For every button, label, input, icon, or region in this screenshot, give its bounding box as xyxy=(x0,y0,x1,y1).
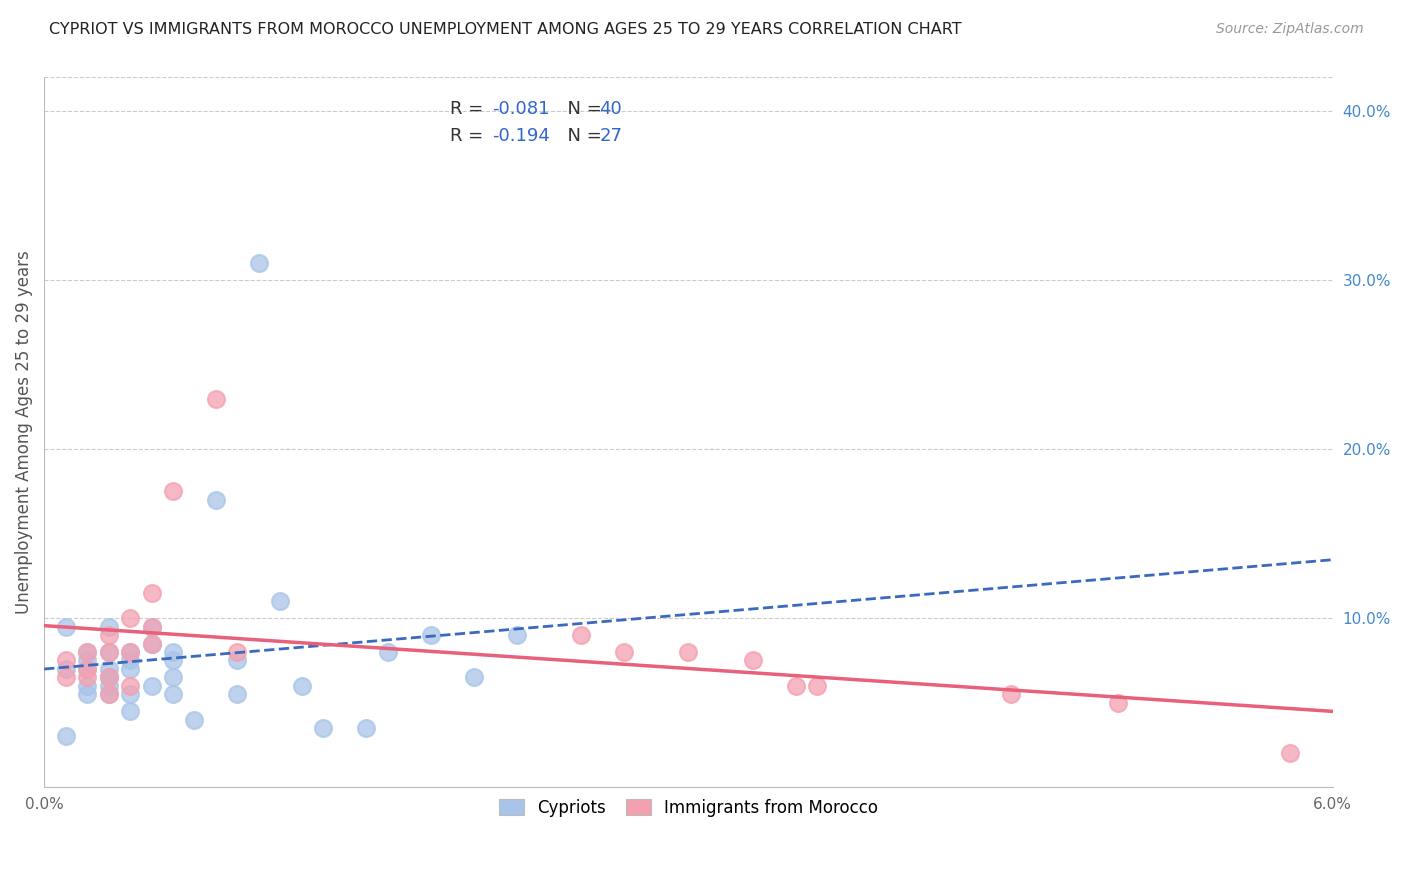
Point xyxy=(76,662,98,676)
Point xyxy=(162,670,184,684)
Point xyxy=(463,670,485,684)
Point xyxy=(76,662,98,676)
Point xyxy=(55,730,77,744)
Point xyxy=(55,620,77,634)
Point xyxy=(55,662,77,676)
Point xyxy=(76,653,98,667)
Point xyxy=(76,687,98,701)
Point xyxy=(205,392,228,406)
Point xyxy=(785,679,807,693)
Point xyxy=(55,653,77,667)
Point xyxy=(141,636,163,650)
Point xyxy=(55,670,77,684)
Point xyxy=(76,645,98,659)
Text: -0.081: -0.081 xyxy=(492,101,550,119)
Text: R =: R = xyxy=(450,127,489,145)
Point xyxy=(118,645,141,659)
Point xyxy=(97,670,120,684)
Point xyxy=(76,679,98,693)
Point xyxy=(141,620,163,634)
Point xyxy=(226,653,249,667)
Point xyxy=(97,670,120,684)
Point xyxy=(118,653,141,667)
Text: 27: 27 xyxy=(599,127,623,145)
Point xyxy=(419,628,441,642)
Point xyxy=(741,653,763,667)
Legend: Cypriots, Immigrants from Morocco: Cypriots, Immigrants from Morocco xyxy=(491,790,887,825)
Point xyxy=(162,645,184,659)
Point xyxy=(183,713,205,727)
Point xyxy=(76,670,98,684)
Point xyxy=(97,662,120,676)
Text: -0.194: -0.194 xyxy=(492,127,550,145)
Point xyxy=(97,645,120,659)
Point xyxy=(141,620,163,634)
Point xyxy=(162,484,184,499)
Point xyxy=(226,645,249,659)
Point xyxy=(806,679,828,693)
Point xyxy=(97,679,120,693)
Point xyxy=(141,679,163,693)
Point xyxy=(118,687,141,701)
Point xyxy=(141,586,163,600)
Point xyxy=(205,492,228,507)
Point xyxy=(97,620,120,634)
Point xyxy=(1000,687,1022,701)
Point xyxy=(569,628,592,642)
Text: Source: ZipAtlas.com: Source: ZipAtlas.com xyxy=(1216,22,1364,37)
Point xyxy=(162,653,184,667)
Text: N =: N = xyxy=(555,101,607,119)
Point xyxy=(97,645,120,659)
Point xyxy=(613,645,636,659)
Text: CYPRIOT VS IMMIGRANTS FROM MOROCCO UNEMPLOYMENT AMONG AGES 25 TO 29 YEARS CORREL: CYPRIOT VS IMMIGRANTS FROM MOROCCO UNEMP… xyxy=(49,22,962,37)
Point xyxy=(97,670,120,684)
Point xyxy=(118,662,141,676)
Point xyxy=(118,611,141,625)
Point xyxy=(162,687,184,701)
Y-axis label: Unemployment Among Ages 25 to 29 years: Unemployment Among Ages 25 to 29 years xyxy=(15,251,32,615)
Point xyxy=(141,636,163,650)
Text: N =: N = xyxy=(555,127,607,145)
Point xyxy=(1107,696,1129,710)
Point xyxy=(118,704,141,718)
Point xyxy=(97,687,120,701)
Point xyxy=(247,256,270,270)
Point xyxy=(356,721,378,735)
Point xyxy=(678,645,700,659)
Point xyxy=(97,687,120,701)
Point xyxy=(118,645,141,659)
Text: R =: R = xyxy=(450,101,489,119)
Point xyxy=(97,628,120,642)
Point xyxy=(226,687,249,701)
Point xyxy=(1278,747,1301,761)
Text: 40: 40 xyxy=(599,101,623,119)
Point xyxy=(312,721,335,735)
Point xyxy=(76,645,98,659)
Point xyxy=(291,679,314,693)
Point xyxy=(118,679,141,693)
Point xyxy=(269,594,291,608)
Point xyxy=(505,628,527,642)
Point xyxy=(377,645,399,659)
